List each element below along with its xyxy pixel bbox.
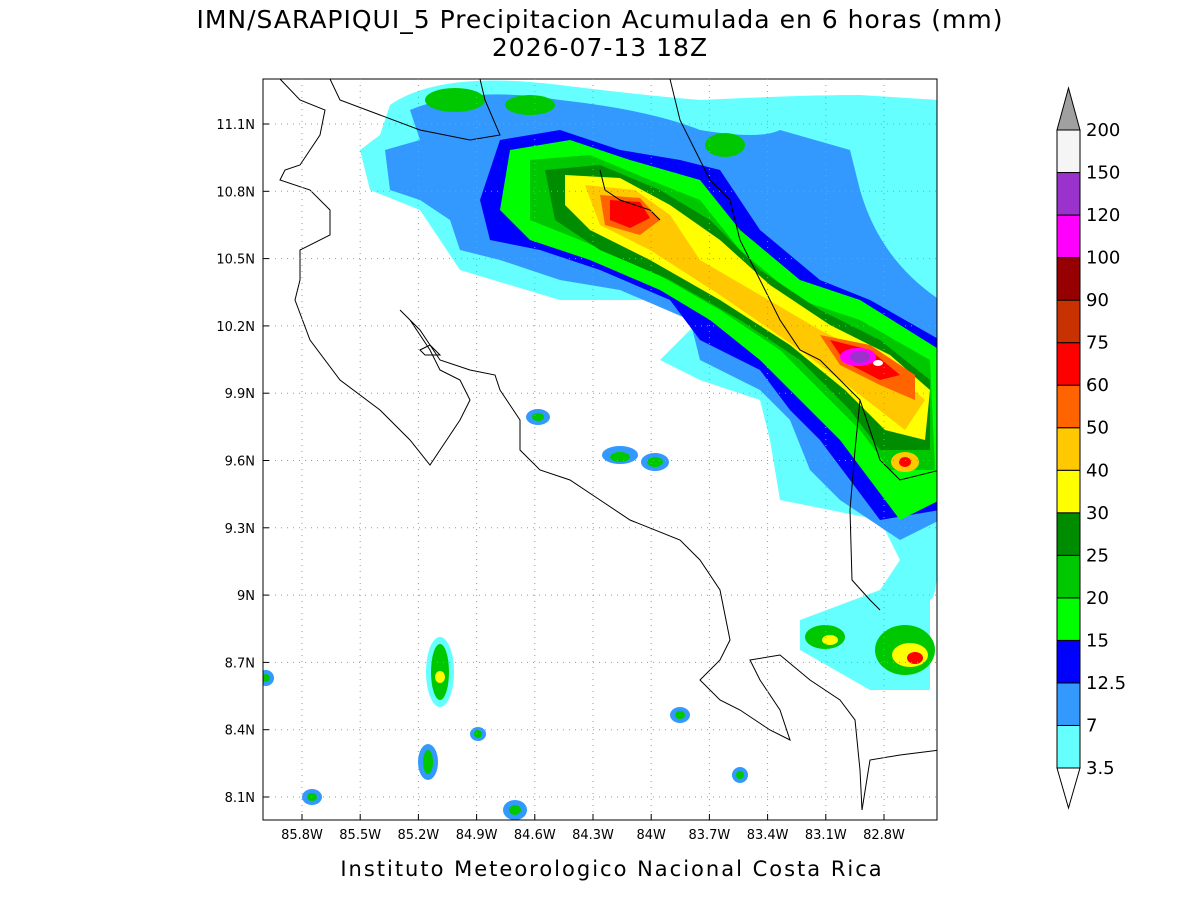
colorbar-box — [1056, 342, 1081, 386]
lon-label: 85.8W — [281, 828, 323, 843]
lon-label: 83.7W — [688, 828, 730, 843]
colorbar-label: 60 — [1086, 375, 1109, 396]
colorbar-label: 3.5 — [1086, 758, 1115, 779]
colorbar-label: 200 — [1086, 120, 1120, 141]
lat-label: 10.8N — [216, 185, 255, 200]
lat-label: 8.1N — [225, 791, 255, 806]
footer: Instituto Meteorologico Nacional Costa R… — [340, 857, 883, 881]
colorbar-box — [1056, 257, 1081, 301]
lat-label: 11.1N — [216, 118, 255, 133]
colorbar-triangle — [1056, 86, 1081, 131]
colorbar-box — [1056, 682, 1081, 726]
lon-label: 85.5W — [339, 828, 381, 843]
map-frame — [262, 78, 938, 821]
colorbar-box — [1056, 724, 1081, 769]
colorbar-box — [1056, 214, 1081, 259]
colorbar-label: 150 — [1086, 163, 1120, 184]
colorbar-triangle — [1056, 767, 1081, 810]
lat-label: 10.2N — [216, 320, 255, 335]
colorbar-box — [1056, 597, 1081, 641]
colorbar-label: 20 — [1086, 588, 1109, 609]
map-subtitle: 2026-07-13 18Z — [492, 33, 708, 62]
colorbar-box — [1056, 129, 1081, 174]
precip-field — [263, 80, 937, 820]
lon-label: 84.9W — [456, 828, 498, 843]
colorbar-box — [1056, 469, 1081, 514]
lon-label: 84.3W — [572, 828, 614, 843]
map-title: IMN/SARAPIQUI_5 Precipitacion Acumulada … — [196, 5, 1003, 34]
colorbar-box — [1056, 299, 1081, 344]
lat-label: 8.4N — [225, 724, 255, 739]
coastlines — [279, 79, 937, 811]
colorbar-box — [1056, 554, 1081, 599]
lat-label: 10.5N — [216, 253, 255, 268]
colorbar-label: 15 — [1086, 630, 1109, 651]
colorbar-box — [1056, 384, 1081, 429]
colorbar-label: 50 — [1086, 418, 1109, 439]
colorbar-box — [1056, 639, 1081, 684]
lat-label: 9N — [237, 589, 255, 604]
lat-label: 9.6N — [225, 455, 255, 470]
colorbar-box — [1056, 172, 1081, 216]
lat-label: 9.9N — [225, 387, 255, 402]
colorbar-label: 40 — [1086, 460, 1109, 481]
lat-label: 8.7N — [225, 656, 255, 671]
lon-label: 82.8W — [863, 828, 905, 843]
colorbar-label: 30 — [1086, 503, 1109, 524]
colorbar-label: 7 — [1086, 715, 1097, 736]
lon-label: 84.6W — [514, 828, 556, 843]
colorbar-label: 90 — [1086, 290, 1109, 311]
lat-label: 9.3N — [225, 522, 255, 537]
colorbar-box — [1056, 427, 1081, 471]
lon-label: 85.2W — [397, 828, 439, 843]
colorbar-label: 25 — [1086, 545, 1109, 566]
lon-label: 83.4W — [747, 828, 789, 843]
colorbar-box — [1056, 512, 1081, 556]
colorbar-label: 100 — [1086, 248, 1120, 269]
lon-label: 83.1W — [805, 828, 847, 843]
lon-label: 84W — [636, 828, 666, 843]
colorbar-label: 75 — [1086, 333, 1109, 354]
colorbar-label: 12.5 — [1086, 673, 1126, 694]
colorbar-label: 120 — [1086, 205, 1120, 226]
